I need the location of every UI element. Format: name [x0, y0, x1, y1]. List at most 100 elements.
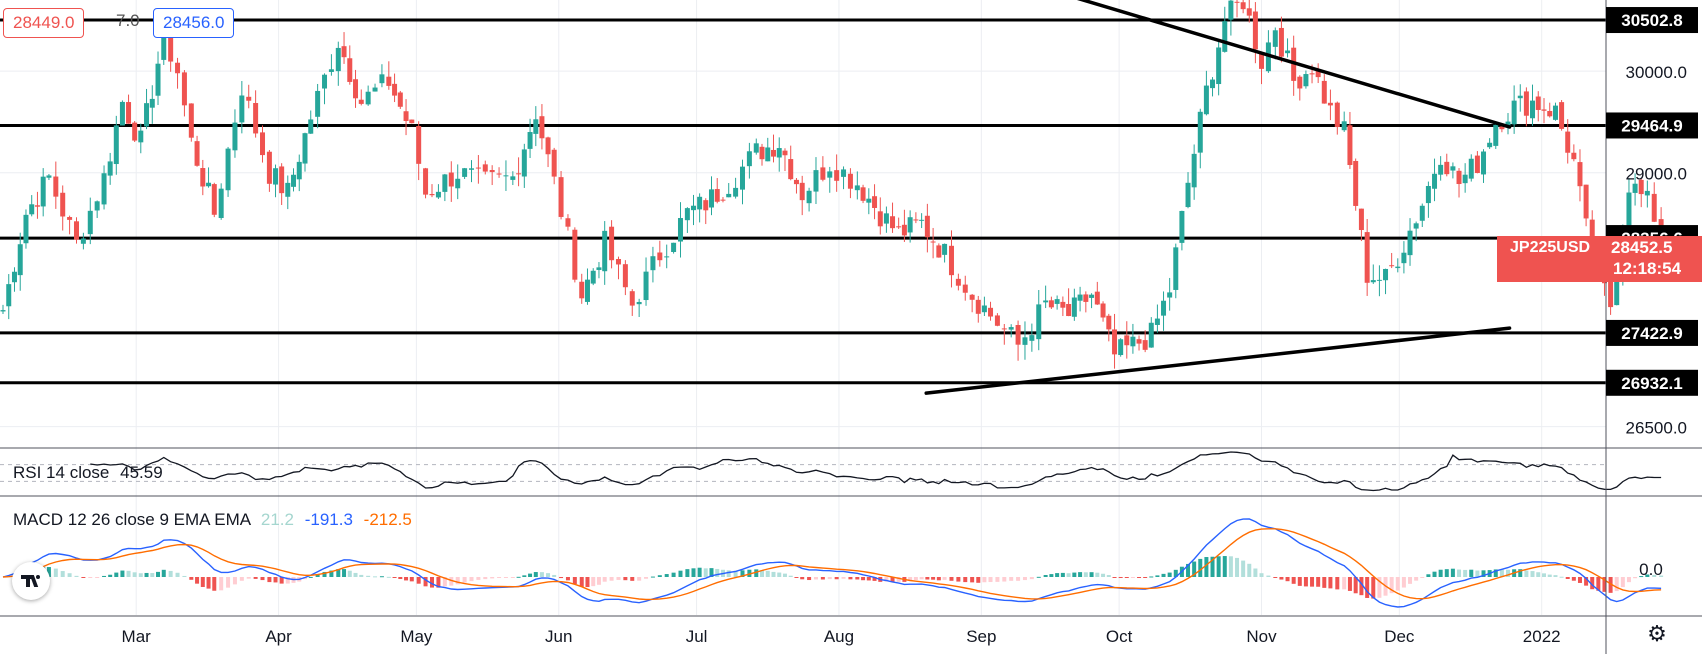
candle-body: [572, 229, 578, 280]
candle-body: [285, 182, 291, 197]
candle-body: [1259, 53, 1265, 69]
trendlines: [924, 0, 1512, 395]
candle-body: [1106, 315, 1112, 330]
macd-histogram-bar: [963, 577, 968, 583]
macd-histogram-bar: [1241, 560, 1246, 577]
bid-price[interactable]: 28449.0: [3, 8, 85, 38]
macd-histogram-bar: [386, 576, 391, 578]
macd-histogram-bar: [1285, 577, 1290, 582]
candle-body: [883, 213, 889, 224]
macd-histogram-bar: [834, 577, 839, 580]
macd-histogram-bar: [1235, 557, 1240, 577]
tradingview-logo-icon[interactable]: [12, 562, 50, 600]
macd-histogram-bar: [1095, 572, 1100, 577]
macd-histogram-bar: [67, 573, 72, 577]
macd-histogram-bar: [703, 568, 708, 577]
level-price-tag: [1606, 319, 1698, 346]
candle-body: [1234, 1, 1240, 3]
candle-body: [1658, 219, 1664, 229]
macd-histogram-bar: [552, 574, 557, 577]
macd-histogram-bar: [195, 577, 200, 584]
macd-histogram-bar: [644, 577, 649, 579]
macd-histogram-bar: [423, 577, 428, 587]
candle-body: [372, 87, 378, 92]
candle-body: [793, 179, 799, 185]
candle-body: [435, 191, 441, 198]
price-tick-label: 26500.0: [1626, 419, 1687, 438]
candle-body: [239, 95, 245, 123]
macd-histogram-bar: [88, 577, 93, 578]
macd-histogram-bar: [469, 577, 474, 582]
level-price-tag: [1606, 369, 1698, 396]
macd-histogram-bar: [747, 569, 752, 577]
macd-zero-tick: 0.0: [1639, 560, 1663, 579]
candle-body: [636, 301, 642, 305]
candle-body: [392, 83, 398, 96]
macd-histogram-bar: [503, 577, 508, 578]
candle-body: [714, 189, 720, 202]
macd-histogram-bar: [342, 569, 347, 577]
macd-legend[interactable]: MACD 12 26 close 9 EMA EMA 21.2 -191.3 -…: [13, 509, 412, 531]
candle-body: [1541, 109, 1547, 111]
macd-histogram-bar: [1438, 569, 1443, 577]
macd-histogram-bar: [404, 577, 409, 581]
macd-histogram-bar: [200, 577, 205, 587]
candle-body: [650, 256, 656, 271]
macd-histogram-bar: [1316, 577, 1321, 587]
trendline: [1076, 0, 1512, 129]
candle-body: [1432, 173, 1438, 189]
candle-body: [1252, 11, 1258, 50]
candle-body: [1438, 164, 1444, 175]
gridlines: [0, 0, 1606, 615]
candle-body: [144, 103, 150, 127]
candle-body: [690, 205, 696, 211]
candle-body: [1118, 339, 1124, 356]
candle-body: [1066, 303, 1072, 317]
macd-histogram-bar: [1060, 572, 1065, 577]
candle-body: [1626, 192, 1632, 231]
candle-body: [1614, 275, 1620, 306]
candle-body: [1008, 327, 1014, 330]
macd-histogram-bar: [1216, 556, 1221, 577]
macd-histogram-bar: [1002, 577, 1007, 582]
candle-body: [429, 194, 435, 196]
gear-icon[interactable]: ⚙: [1647, 621, 1667, 646]
candle-body: [643, 271, 649, 301]
macd-histogram-bar: [890, 577, 895, 582]
rsi-value: 45.59: [120, 463, 163, 482]
candle-body: [416, 126, 422, 164]
candle-body: [890, 216, 896, 229]
macd-histogram-bar: [1469, 569, 1474, 577]
candle-body: [1383, 268, 1389, 281]
candle-body: [322, 74, 328, 89]
rsi-legend[interactable]: RSI 14 close 45.59: [13, 462, 163, 484]
candle-body: [468, 168, 474, 170]
macd-histogram-bar: [1353, 577, 1358, 594]
candle-body: [1468, 158, 1474, 179]
candle-body: [936, 245, 942, 258]
candle-body: [1029, 335, 1035, 341]
candle-body: [975, 299, 981, 314]
candle-body: [1089, 294, 1095, 298]
macd-histogram-bar: [1101, 573, 1106, 577]
macd-histogram-bar: [476, 577, 481, 580]
time-axis-label: Jul: [686, 627, 708, 646]
macd-pane: [2, 518, 1664, 608]
candle-body: [834, 170, 840, 181]
candle-body: [1347, 125, 1353, 166]
macd-histogram-bar: [913, 577, 918, 581]
macd-histogram-bar: [1297, 577, 1302, 586]
ask-price[interactable]: 28456.0: [153, 8, 235, 38]
candle-body: [765, 147, 771, 162]
macd-histogram-bar: [1524, 570, 1529, 577]
macd-histogram-bar: [942, 577, 947, 580]
candle-body: [6, 284, 12, 307]
candle-body: [739, 166, 745, 190]
trendline: [924, 326, 1512, 395]
macd-histogram-bar: [1303, 577, 1308, 587]
macd-histogram-bar: [1118, 577, 1123, 578]
macd-histogram-bar: [510, 577, 515, 578]
macd-histogram-bar: [329, 570, 334, 577]
candle-body: [358, 99, 364, 104]
candle-body: [1112, 329, 1118, 355]
